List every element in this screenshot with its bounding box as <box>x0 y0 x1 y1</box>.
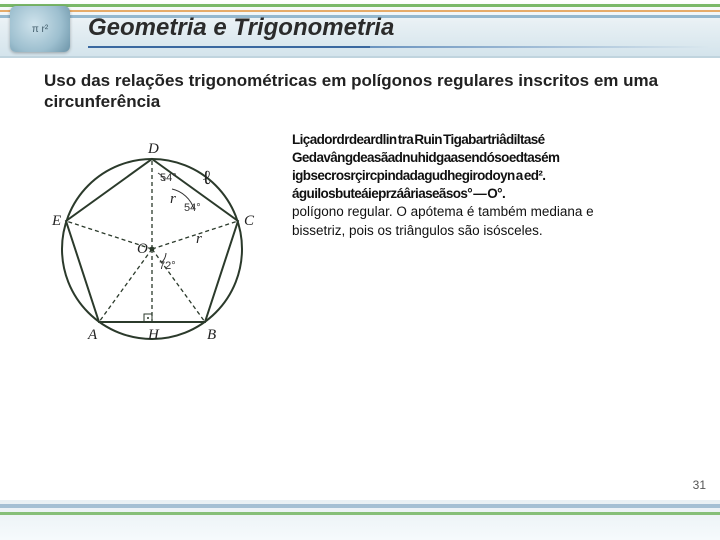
garbled-line-2: Gedavângdeasãadnuhidgaasendósoedtasém <box>292 150 559 165</box>
angle-54-top: 54° <box>160 172 177 184</box>
header-stripe-green <box>0 4 720 7</box>
angle-72-center: 72° <box>159 260 176 272</box>
center-label: O <box>137 241 148 257</box>
footer-stripe-blue <box>0 504 720 508</box>
title-underline <box>88 46 370 48</box>
body-area: Uso das relações trigonométricas em polí… <box>0 58 720 488</box>
radius-label-2: r <box>196 231 202 247</box>
vertex-e-label: E <box>51 213 61 229</box>
pentagon-diagram: ℓ <box>44 131 274 361</box>
footer-band <box>0 500 720 540</box>
logo-text: π r² <box>32 24 48 35</box>
radius-label-1: r <box>170 191 176 207</box>
vertex-b-label: B <box>207 327 216 343</box>
vertex-a-label: A <box>87 327 98 343</box>
header-stripe-orange <box>0 10 720 12</box>
side-length-label: ℓ <box>202 167 212 190</box>
title-underline-fade <box>370 46 710 48</box>
diagram-svg: D C B A E O H r r 54° 54° 72° <box>44 131 274 361</box>
content-row: ℓ <box>44 131 676 361</box>
garbled-line-3: igbsecrosrçircpindadagudhegirodoyn a ed²… <box>292 168 545 183</box>
foot-h-label: H <box>147 327 160 343</box>
radius-oc <box>152 221 238 249</box>
radius-oa <box>99 249 152 322</box>
right-angle-dot <box>147 317 149 319</box>
angle-54-side: 54° <box>184 202 201 214</box>
vertex-d-label: D <box>147 141 159 157</box>
footer-stripe-green <box>0 512 720 515</box>
header-band: π r² Geometria e Trigonometria <box>0 0 720 58</box>
subtitle: Uso das relações trigonométricas em polí… <box>44 70 676 113</box>
vertex-c-label: C <box>244 213 255 229</box>
explanation-paragraph: Liçadordrdeardlin tra Ruin Tigabartriâdi… <box>292 131 622 240</box>
clear-text: polígono regular. O apótema é também med… <box>292 204 594 237</box>
garbled-line-1: Liçadordrdeardlin tra Ruin Tigabartriâdi… <box>292 132 545 147</box>
logo-badge: π r² <box>10 6 70 52</box>
page-title: Geometria e Trigonometria <box>88 14 394 42</box>
center-dot <box>150 246 155 251</box>
page-number: 31 <box>693 478 706 492</box>
garbled-line-4: águilosbuteáieprzáâriaseãsos° — O°. <box>292 186 505 201</box>
